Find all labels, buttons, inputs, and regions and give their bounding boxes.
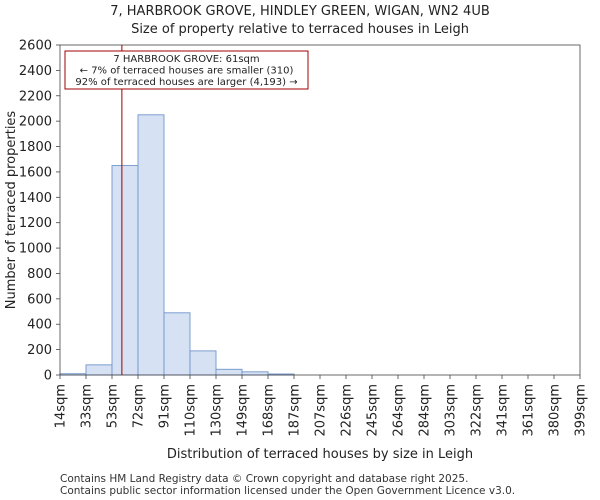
chart-subtitle: Size of property relative to terraced ho… [131, 22, 469, 37]
x-tick-label: 264sqm [392, 384, 407, 437]
y-axis-title: Number of terraced properties [4, 111, 19, 310]
x-tick-label: 226sqm [340, 384, 355, 437]
histogram-bar [85, 364, 113, 376]
y-tick-label: 200 [27, 343, 52, 358]
x-tick-label: 187sqm [288, 384, 303, 437]
x-tick-label: 33sqm [80, 384, 95, 428]
x-tick-label: 110sqm [184, 384, 199, 437]
y-tick-label: 0 [44, 369, 52, 384]
x-tick-label: 130sqm [210, 384, 225, 437]
x-tick-label: 72sqm [132, 384, 147, 428]
y-tick-label: 2200 [19, 89, 52, 104]
x-tick-label: 322sqm [470, 384, 485, 437]
x-tick-label: 399sqm [574, 384, 589, 437]
footer-line-2: Contains public sector information licen… [60, 485, 516, 497]
histogram-bar [189, 350, 217, 376]
x-tick-label: 303sqm [444, 384, 459, 437]
y-tick-label: 1400 [19, 191, 52, 206]
x-tick-label: 361sqm [522, 384, 537, 437]
y-tick-label: 600 [27, 292, 52, 307]
annotation-line: 92% of terraced houses are larger (4,193… [75, 77, 297, 88]
chart-title: 7, HARBROOK GROVE, HINDLEY GREEN, WIGAN,… [110, 4, 490, 19]
x-tick-label: 380sqm [548, 384, 563, 437]
x-tick-label: 149sqm [236, 384, 251, 437]
x-tick-label: 284sqm [418, 384, 433, 437]
histogram-bar [241, 371, 269, 376]
y-tick-label: 2600 [19, 39, 52, 54]
y-tick-label: 1600 [19, 165, 52, 180]
histogram-bar [215, 368, 243, 376]
x-tick-label: 14sqm [54, 384, 69, 428]
y-tick-label: 2400 [19, 64, 52, 79]
y-tick-label: 1000 [19, 242, 52, 257]
y-tick-label: 1200 [19, 216, 52, 231]
x-tick-label: 341sqm [496, 384, 511, 437]
footer-line-1: Contains HM Land Registry data © Crown c… [60, 473, 469, 485]
x-tick-label: 207sqm [314, 384, 329, 437]
annotation-line: 7 HARBROOK GROVE: 61sqm [113, 54, 259, 65]
annotation-box [64, 50, 309, 90]
x-tick-label: 53sqm [106, 384, 121, 428]
y-tick-label: 800 [27, 267, 52, 282]
histogram-bar [111, 165, 139, 376]
histogram-bar [137, 114, 165, 376]
y-tick-label: 1800 [19, 140, 52, 155]
x-tick-label: 168sqm [262, 384, 277, 437]
x-tick-label: 91sqm [158, 384, 173, 428]
x-tick-label: 245sqm [366, 384, 381, 437]
y-tick-label: 400 [27, 318, 52, 333]
x-axis-title: Distribution of terraced houses by size … [167, 447, 473, 462]
y-tick-label: 2000 [19, 115, 52, 130]
annotation-line: ← 7% of terraced houses are smaller (310… [80, 66, 294, 77]
histogram-bar [163, 312, 191, 376]
